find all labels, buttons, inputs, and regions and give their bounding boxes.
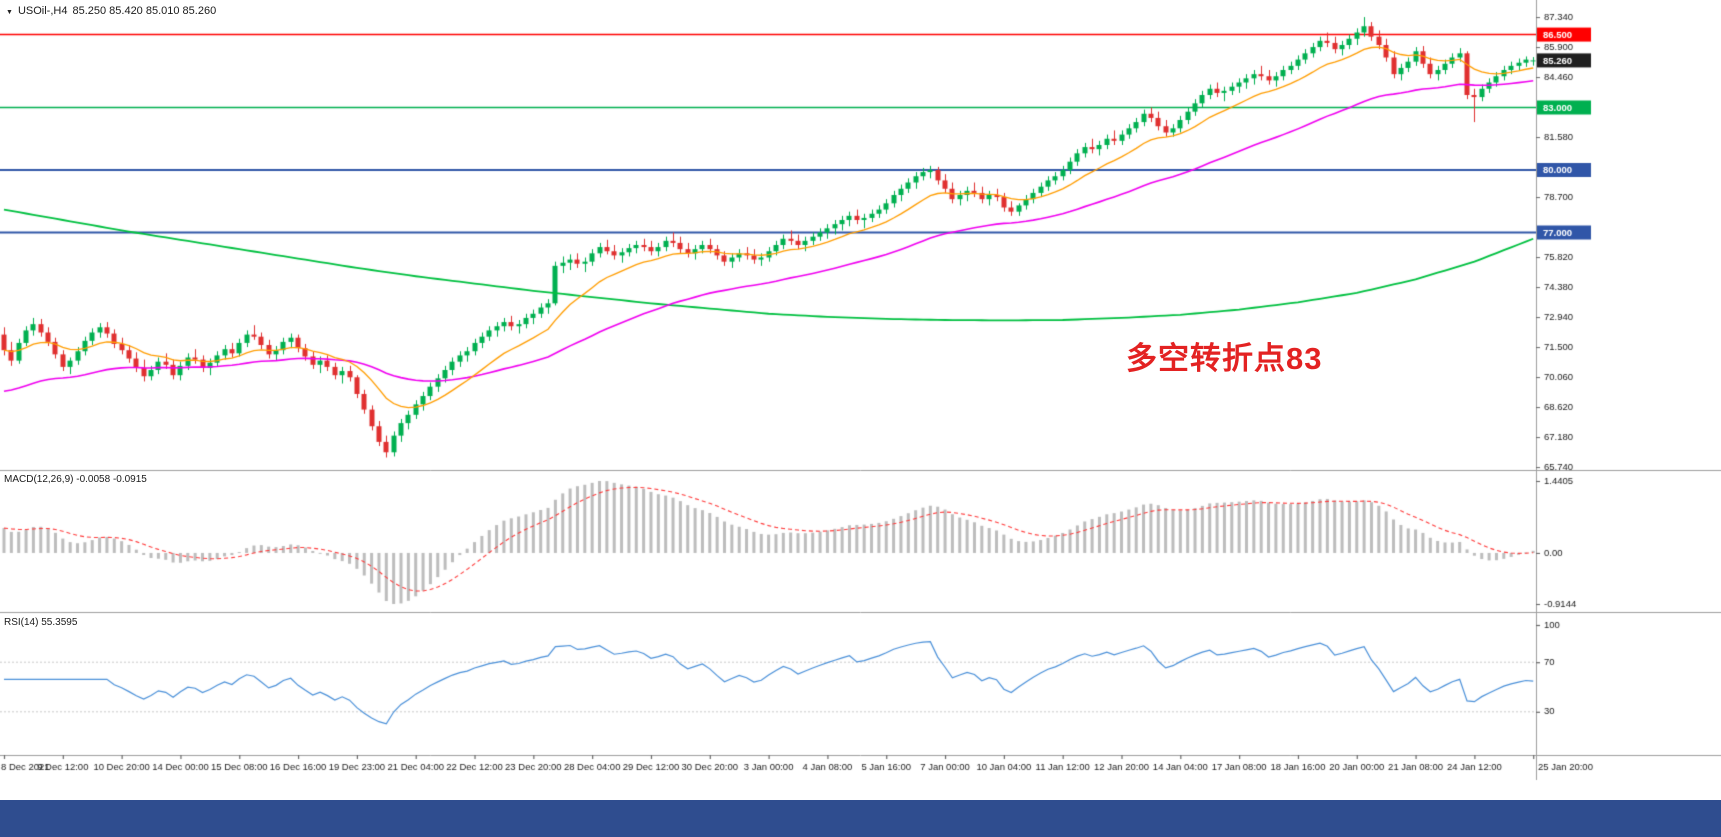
chart-shift-icon: ▼ xyxy=(6,8,13,16)
price-chart-canvas[interactable] xyxy=(0,0,1721,800)
rsi-indicator-label: RSI(14) 55.3595 xyxy=(4,617,78,628)
symbol-header: ▼ USOil-,H4 85.250 85.420 85.010 85.260 xyxy=(6,5,216,17)
symbol-name: USOil-,H4 xyxy=(17,5,68,17)
ohlc-readout: 85.250 85.420 85.010 85.260 xyxy=(72,5,217,17)
chart-annotation-text: 多空转折点83 xyxy=(1126,341,1323,376)
bottom-taskbar xyxy=(0,800,1721,837)
macd-indicator-label: MACD(12,26,9) -0.0058 -0.0915 xyxy=(4,474,147,485)
